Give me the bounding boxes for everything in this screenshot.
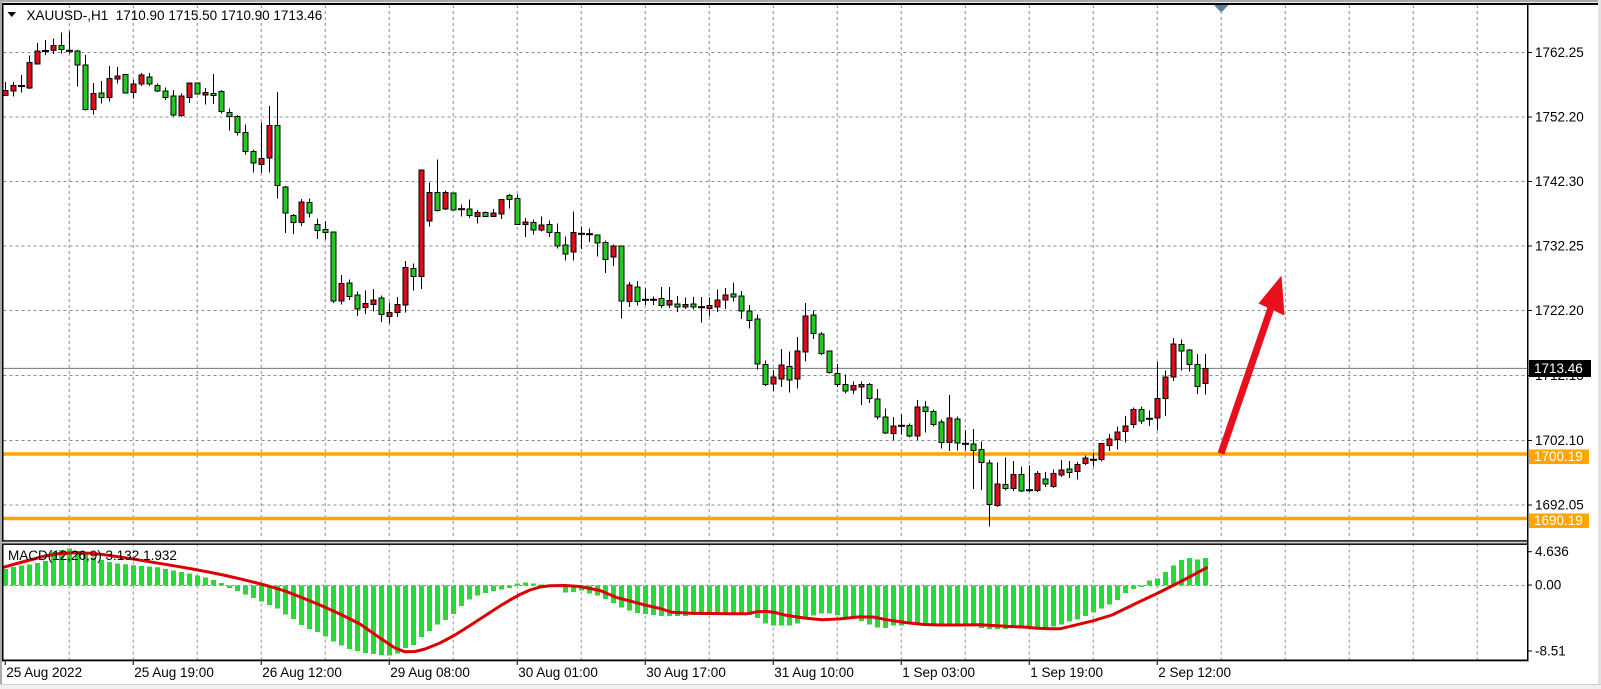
svg-text:29 Aug 08:00: 29 Aug 08:00	[390, 665, 470, 680]
svg-text:1700.19: 1700.19	[1534, 449, 1583, 464]
svg-text:1692.05: 1692.05	[1535, 498, 1584, 513]
svg-text:MACD(12,26,9) 3.132 1.932: MACD(12,26,9) 3.132 1.932	[8, 548, 177, 563]
svg-text:30 Aug 17:00: 30 Aug 17:00	[646, 665, 726, 680]
svg-text:31 Aug 10:00: 31 Aug 10:00	[774, 665, 854, 680]
svg-text:25 Aug 19:00: 25 Aug 19:00	[134, 665, 214, 680]
svg-text:1742.30: 1742.30	[1535, 174, 1584, 189]
svg-text:1732.25: 1732.25	[1535, 239, 1584, 254]
svg-text:30 Aug 01:00: 30 Aug 01:00	[518, 665, 598, 680]
svg-text:-8.51: -8.51	[1535, 644, 1566, 659]
svg-text:1690.19: 1690.19	[1534, 513, 1583, 528]
svg-text:1752.20: 1752.20	[1535, 110, 1584, 125]
svg-text:XAUUSD-,H1 1710.90 1715.50 17: XAUUSD-,H1 1710.90 1715.50 1710.90 1713.…	[27, 8, 323, 23]
svg-text:1 Sep 19:00: 1 Sep 19:00	[1030, 665, 1103, 680]
svg-text:26 Aug 12:00: 26 Aug 12:00	[262, 665, 342, 680]
svg-text:1713.46: 1713.46	[1534, 361, 1583, 376]
svg-text:1722.20: 1722.20	[1535, 303, 1584, 318]
svg-text:2 Sep 12:00: 2 Sep 12:00	[1158, 665, 1231, 680]
svg-text:1762.25: 1762.25	[1535, 45, 1584, 60]
svg-text:0.00: 0.00	[1535, 578, 1561, 593]
svg-text:1702.10: 1702.10	[1535, 433, 1584, 448]
svg-text:25 Aug 2022: 25 Aug 2022	[6, 665, 82, 680]
svg-text:1 Sep 03:00: 1 Sep 03:00	[902, 665, 975, 680]
svg-text:4.636: 4.636	[1535, 544, 1569, 559]
